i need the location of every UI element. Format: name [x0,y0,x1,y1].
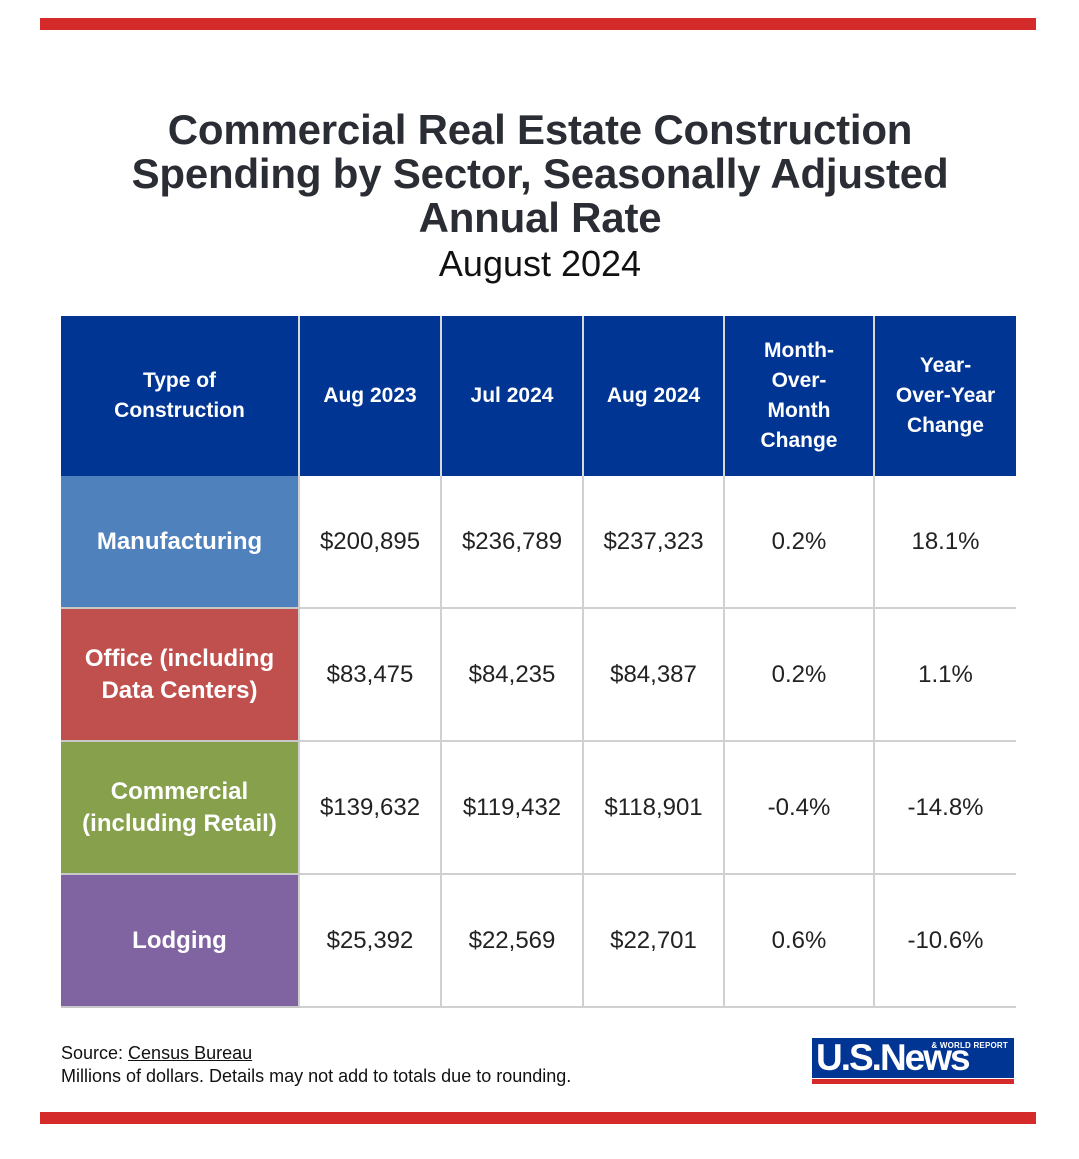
title-line-3: Annual Rate [60,196,1020,240]
table-row-office: Office (including Data Centers) $83,475 … [61,608,1016,741]
top-accent-bar [40,18,1036,30]
cell-value: $139,632 [299,741,441,874]
title-line-1: Commercial Real Estate Construction [60,108,1020,152]
logo-red-stripe [812,1079,1014,1084]
column-header-yoy-change: Year- Over-Year Change [874,316,1016,476]
cell-value: $200,895 [299,476,441,608]
row-label-line: Office (including [67,643,292,675]
data-table: Type of Construction Aug 2023 Jul 2024 A… [61,316,1016,1008]
header-line: Construction [67,396,292,426]
cell-value: $237,323 [583,476,724,608]
cell-value: $22,569 [441,874,583,1007]
row-label-manufacturing: Manufacturing [61,476,299,608]
header-line: Aug 2023 [306,381,434,411]
chart-subtitle: August 2024 [60,244,1020,284]
cell-value: 1.1% [874,608,1016,741]
cell-value: 0.2% [724,476,874,608]
cell-value: 18.1% [874,476,1016,608]
usnews-logo: U.S.News & WORLD REPORT [812,1038,1014,1086]
column-header-aug-2024: Aug 2024 [583,316,724,476]
rounding-note: Millions of dollars. Details may not add… [61,1065,571,1088]
row-label-line: (including Retail) [67,808,292,840]
cell-value: -0.4% [724,741,874,874]
row-label-line: Commercial [67,776,292,808]
table-row-commercial: Commercial (including Retail) $139,632 $… [61,741,1016,874]
header-line: Type of [67,366,292,396]
header-line: Aug 2024 [590,381,717,411]
column-header-type: Type of Construction [61,316,299,476]
column-header-jul-2024: Jul 2024 [441,316,583,476]
header-line: Month [731,396,867,426]
cell-value: $83,475 [299,608,441,741]
cell-value: -14.8% [874,741,1016,874]
bottom-accent-bar [40,1112,1036,1124]
header-line: Change [731,426,867,456]
logo-tagline: & WORLD REPORT [931,1041,1008,1050]
source-prefix: Source: [61,1043,128,1063]
header-line: Month- [731,336,867,366]
row-label-commercial: Commercial (including Retail) [61,741,299,874]
cell-value: $118,901 [583,741,724,874]
column-header-mom-change: Month- Over- Month Change [724,316,874,476]
cell-value: $119,432 [441,741,583,874]
cell-value: 0.2% [724,608,874,741]
header-line: Over- [731,366,867,396]
header-line: Jul 2024 [448,381,576,411]
chart-title: Commercial Real Estate Construction Spen… [60,108,1020,240]
header-line: Over-Year [881,381,1010,411]
header-line: Year- [881,351,1010,381]
table-header-row: Type of Construction Aug 2023 Jul 2024 A… [61,316,1016,476]
cell-value: -10.6% [874,874,1016,1007]
source-note: Source: Census Bureau Millions of dollar… [61,1042,571,1088]
row-label-line: Manufacturing [67,526,292,558]
cell-value: $236,789 [441,476,583,608]
cell-value: $22,701 [583,874,724,1007]
cell-value: $25,392 [299,874,441,1007]
column-header-aug-2023: Aug 2023 [299,316,441,476]
source-link[interactable]: Census Bureau [128,1043,252,1063]
row-label-lodging: Lodging [61,874,299,1007]
row-label-line: Lodging [67,925,292,957]
table-row-manufacturing: Manufacturing $200,895 $236,789 $237,323… [61,476,1016,608]
source-line: Source: Census Bureau [61,1042,571,1065]
table-row-lodging: Lodging $25,392 $22,569 $22,701 0.6% -10… [61,874,1016,1007]
cell-value: 0.6% [724,874,874,1007]
title-line-2: Spending by Sector, Seasonally Adjusted [60,152,1020,196]
header-line: Change [881,411,1010,441]
row-label-line: Data Centers) [67,675,292,707]
cell-value: $84,235 [441,608,583,741]
row-label-office: Office (including Data Centers) [61,608,299,741]
cell-value: $84,387 [583,608,724,741]
